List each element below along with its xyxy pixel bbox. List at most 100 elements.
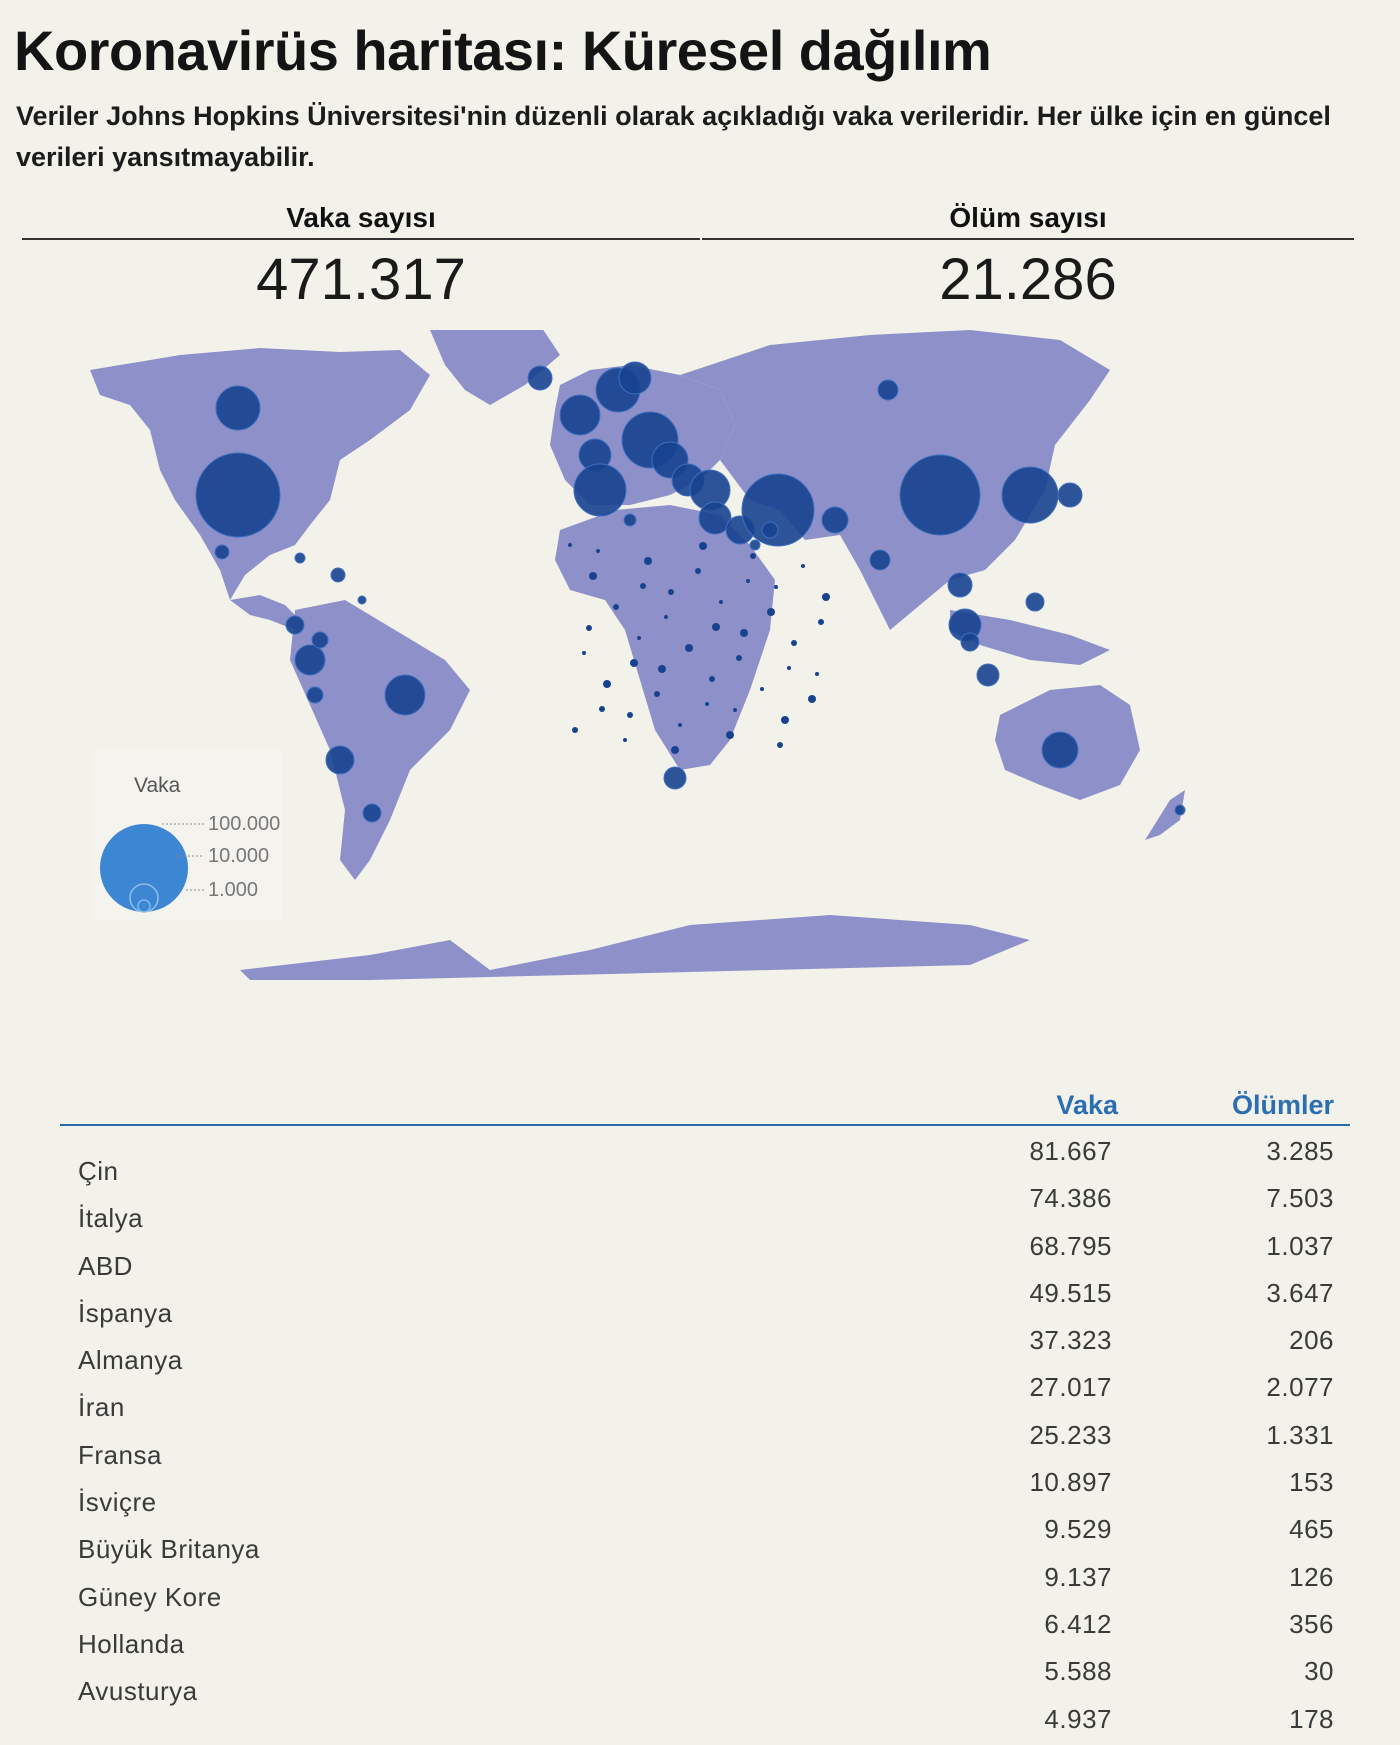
case-dot[interactable] (668, 589, 674, 595)
column-header-deaths[interactable]: Ölümler (1231, 1090, 1334, 1120)
case-dot[interactable] (630, 659, 638, 667)
case-bubble[interactable] (663, 766, 687, 790)
case-bubble[interactable] (821, 506, 849, 534)
case-bubble[interactable] (1025, 592, 1045, 612)
case-dot[interactable] (736, 655, 742, 661)
case-dot[interactable] (750, 553, 756, 559)
case-dot[interactable] (746, 579, 750, 583)
case-dot[interactable] (637, 636, 641, 640)
case-bubble[interactable] (960, 632, 980, 652)
case-bubble[interactable] (869, 549, 891, 571)
table-row[interactable]: İran 27.017 2.077 (60, 1362, 1350, 1422)
case-dot[interactable] (640, 583, 646, 589)
case-dot[interactable] (818, 619, 824, 625)
page-title: Koronavirüs haritası: Küresel dağılım (14, 19, 992, 82)
case-bubble[interactable] (1001, 466, 1059, 524)
world-map[interactable]: Vaka 100.000 10.000 1.000 (70, 330, 1290, 1090)
case-dot[interactable] (603, 680, 611, 688)
case-bubble[interactable] (294, 644, 326, 676)
case-dot[interactable] (815, 672, 819, 676)
cases-label: Vaka sayısı (286, 202, 436, 233)
case-bubble[interactable] (749, 539, 761, 551)
case-bubble[interactable] (294, 552, 306, 564)
case-dot[interactable] (699, 542, 707, 550)
case-dot[interactable] (726, 731, 734, 739)
table-row[interactable]: Hollanda 6.412 356 (60, 1599, 1350, 1659)
case-dot[interactable] (733, 708, 737, 712)
case-dot[interactable] (808, 695, 816, 703)
column-header-cases[interactable]: Vaka (1056, 1090, 1118, 1120)
case-dot[interactable] (586, 625, 592, 631)
case-dot[interactable] (596, 549, 600, 553)
case-dot[interactable] (705, 702, 709, 706)
case-dot[interactable] (664, 615, 668, 619)
case-dot[interactable] (658, 665, 666, 673)
table-row[interactable]: Avusturya 5.588 30 (60, 1646, 1350, 1706)
case-dot[interactable] (654, 691, 660, 697)
case-bubble[interactable] (285, 615, 305, 635)
case-dot[interactable] (787, 666, 791, 670)
table-row[interactable]: İspanya 49.515 3.647 (60, 1268, 1350, 1328)
case-dot[interactable] (695, 568, 701, 574)
case-bubble[interactable] (325, 745, 355, 775)
table-row[interactable]: İsviçre 10.897 153 (60, 1457, 1350, 1517)
case-dot[interactable] (767, 608, 775, 616)
case-bubble[interactable] (362, 803, 382, 823)
case-bubble[interactable] (698, 501, 732, 535)
table-row[interactable]: İtalya 74.386 7.503 (60, 1173, 1350, 1233)
case-bubble[interactable] (1041, 731, 1079, 769)
case-bubble[interactable] (877, 379, 899, 401)
case-dot[interactable] (801, 564, 805, 568)
case-dot[interactable] (740, 629, 748, 637)
table-row[interactable]: Güney Kore 9.137 126 (60, 1552, 1350, 1612)
table-row[interactable]: Büyük Britanya 9.529 465 (60, 1504, 1350, 1564)
case-dot[interactable] (589, 572, 597, 580)
case-dot[interactable] (678, 723, 682, 727)
case-dot[interactable] (623, 738, 627, 742)
case-bubble[interactable] (623, 513, 637, 527)
table-row[interactable]: Almanya 37.323 206 (60, 1315, 1350, 1375)
case-bubble[interactable] (1057, 482, 1083, 508)
case-bubble[interactable] (947, 572, 973, 598)
case-dot[interactable] (781, 716, 789, 724)
case-dot[interactable] (774, 585, 778, 589)
case-bubble[interactable] (761, 521, 779, 539)
table-row[interactable]: Fransa 25.233 1.331 (60, 1410, 1350, 1470)
case-dot[interactable] (822, 593, 830, 601)
case-bubble[interactable] (559, 394, 601, 436)
case-bubble[interactable] (311, 631, 329, 649)
table-row[interactable]: Çin 81.667 3.285 (60, 1126, 1350, 1186)
case-bubble[interactable] (618, 361, 652, 395)
case-dot[interactable] (599, 706, 605, 712)
case-dot[interactable] (572, 727, 578, 733)
case-bubble[interactable] (357, 595, 367, 605)
south-america (290, 600, 470, 880)
case-dot[interactable] (709, 676, 715, 682)
case-bubble[interactable] (1174, 804, 1186, 816)
case-bubble[interactable] (384, 674, 426, 716)
table-row[interactable]: 4.937 178 (60, 1694, 1350, 1741)
case-bubble[interactable] (573, 463, 627, 517)
case-dot[interactable] (613, 604, 619, 610)
case-bubble[interactable] (306, 686, 324, 704)
case-dot[interactable] (568, 543, 572, 547)
case-dot[interactable] (627, 712, 633, 718)
case-dot[interactable] (582, 651, 586, 655)
case-bubble[interactable] (527, 365, 553, 391)
case-bubble[interactable] (741, 473, 815, 547)
case-bubble[interactable] (195, 452, 281, 538)
case-bubble[interactable] (899, 454, 981, 536)
case-dot[interactable] (760, 687, 764, 691)
case-bubble[interactable] (330, 567, 346, 583)
case-dot[interactable] (791, 640, 797, 646)
case-bubble[interactable] (214, 544, 230, 560)
case-bubble[interactable] (976, 663, 1000, 687)
case-dot[interactable] (777, 742, 783, 748)
table-row[interactable]: ABD 68.795 1.037 (60, 1221, 1350, 1281)
case-dot[interactable] (719, 600, 723, 604)
case-dot[interactable] (644, 557, 652, 565)
case-dot[interactable] (671, 746, 679, 754)
case-bubble[interactable] (215, 385, 261, 431)
case-dot[interactable] (685, 644, 693, 652)
case-dot[interactable] (712, 623, 720, 631)
